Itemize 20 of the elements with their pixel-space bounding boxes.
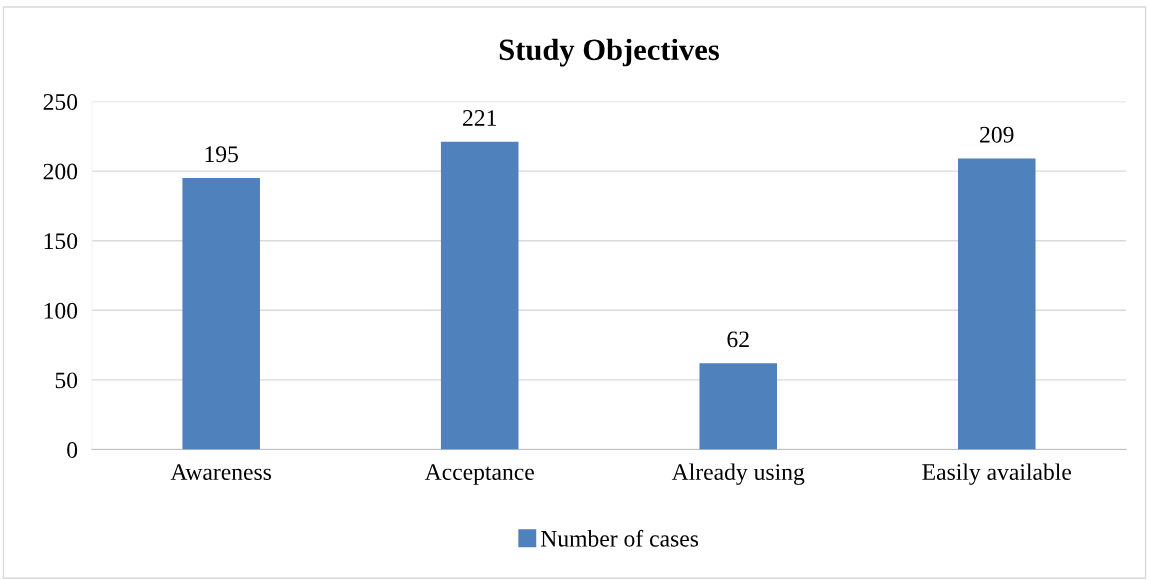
chart-title: Study Objectives [499, 38, 719, 67]
y-tick-label: 100 [44, 302, 78, 319]
y-tick-label: 150 [44, 233, 78, 250]
bar [957, 158, 1036, 450]
bar [440, 141, 519, 450]
y-tick-label: 50 [55, 372, 78, 389]
bar [182, 178, 260, 450]
y-tick-label: 200 [43, 163, 78, 180]
y-tick-label: 250 [43, 93, 78, 110]
x-tick-label: Awareness [170, 464, 272, 481]
legend-label: Number of cases [540, 529, 699, 547]
data-label: 209 [980, 126, 1014, 143]
data-label: 221 [463, 110, 496, 126]
data-label: 62 [727, 331, 749, 348]
data-label: 195 [205, 146, 238, 163]
x-tick-label: Easily available [922, 463, 1071, 485]
x-tick-label: Already using [671, 463, 805, 485]
y-tick-label: 0 [67, 441, 78, 458]
x-tick-label: Acceptance [424, 464, 534, 485]
bar [699, 363, 778, 450]
